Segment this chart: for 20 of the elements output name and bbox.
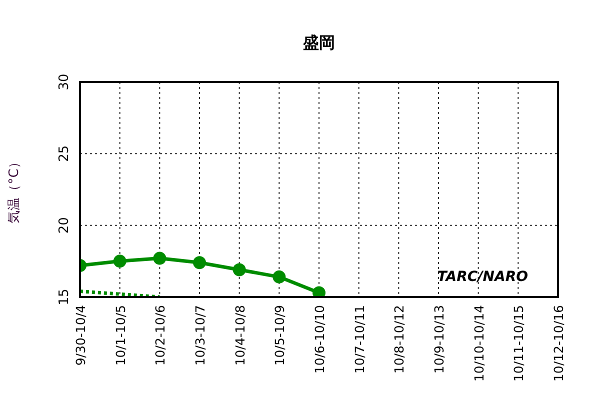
x-tick-label: 10/8-10/12 [392, 305, 407, 374]
x-tick-label: 10/12-10/16 [551, 304, 566, 382]
y-tick-label: 25 [57, 145, 72, 162]
x-tick-label: 10/7-10/11 [352, 305, 367, 374]
x-tick-label: 10/1-10/5 [112, 305, 128, 366]
annotation: TARC/NARO [437, 269, 528, 285]
x-tick-label: 10/4-10/8 [232, 304, 248, 366]
y-axis-title: 気温（°C） [7, 156, 22, 224]
x-tick-label: 10/6-10/10 [312, 304, 327, 374]
x-tick-label: 10/2-10/6 [152, 304, 168, 366]
x-tick-label: 10/11-10/15 [511, 305, 526, 382]
x-tick-label: 10/5-10/9 [272, 304, 288, 366]
y-tick-label: 30 [57, 74, 72, 90]
chart-title: 盛岡 [302, 33, 335, 52]
y-tick-label: 15 [57, 288, 72, 306]
x-tick-label: 10/9-10/13 [432, 305, 446, 374]
y-tick-label: 20 [57, 217, 72, 234]
x-tick-label: 10/3-10/7 [192, 305, 208, 366]
x-tick-label: 10/10-10/14 [471, 304, 486, 382]
x-tick-label: 9/30-10/4 [73, 304, 88, 366]
